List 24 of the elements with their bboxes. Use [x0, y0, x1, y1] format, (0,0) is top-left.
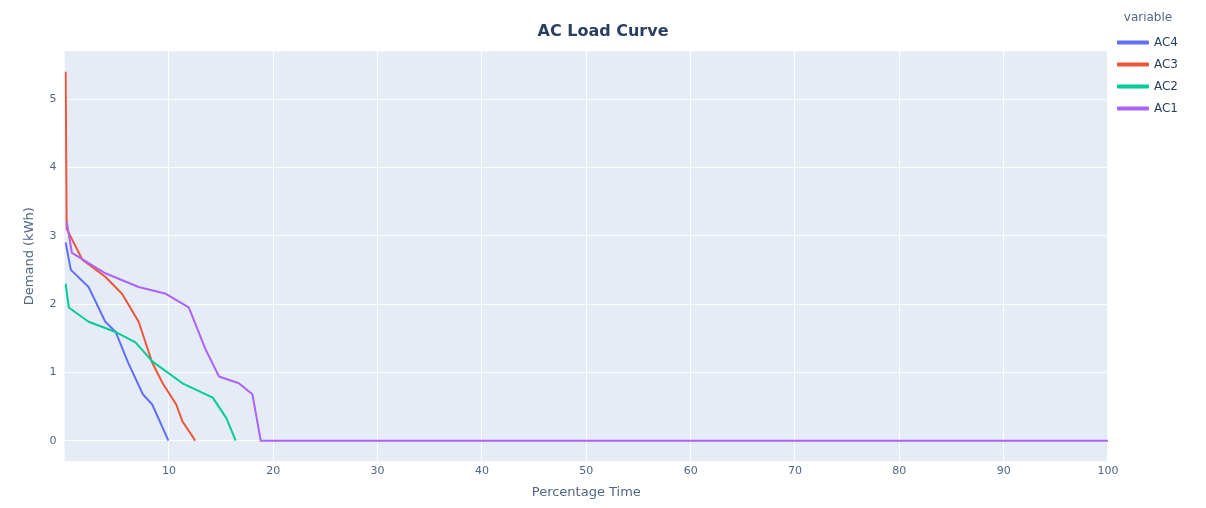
x-tick-label: 40	[474, 463, 489, 477]
x-tick-label: 10	[161, 463, 176, 477]
legend-label: AC2	[1153, 78, 1178, 93]
x-tick-label: 20	[266, 463, 281, 477]
y-tick-label: 5	[49, 91, 57, 105]
legend-label: AC1	[1153, 100, 1178, 115]
legend-label: AC4	[1153, 34, 1178, 49]
legend-label: AC3	[1153, 56, 1178, 71]
x-tick-label: 50	[579, 463, 594, 477]
legend-title: variable	[1123, 10, 1173, 25]
x-tick-label: 30	[370, 463, 385, 477]
x-tick-label: 80	[892, 463, 907, 477]
y-tick-label: 4	[49, 160, 57, 174]
x-tick-label: 60	[683, 463, 698, 477]
x-tick-label: 90	[996, 463, 1011, 477]
x-tick-label: 70	[787, 463, 802, 477]
y-tick-label: 1	[49, 365, 57, 379]
y-tick-label: 0	[49, 433, 57, 447]
y-tick-label: 3	[49, 228, 57, 242]
y-axis-title: Demand (kWh)	[21, 207, 37, 306]
x-tick-label: 100	[1097, 463, 1119, 477]
y-tick-label: 2	[49, 296, 57, 310]
x-axis-title: Percentage Time	[531, 483, 641, 499]
chart-title: AC Load Curve	[537, 20, 669, 40]
